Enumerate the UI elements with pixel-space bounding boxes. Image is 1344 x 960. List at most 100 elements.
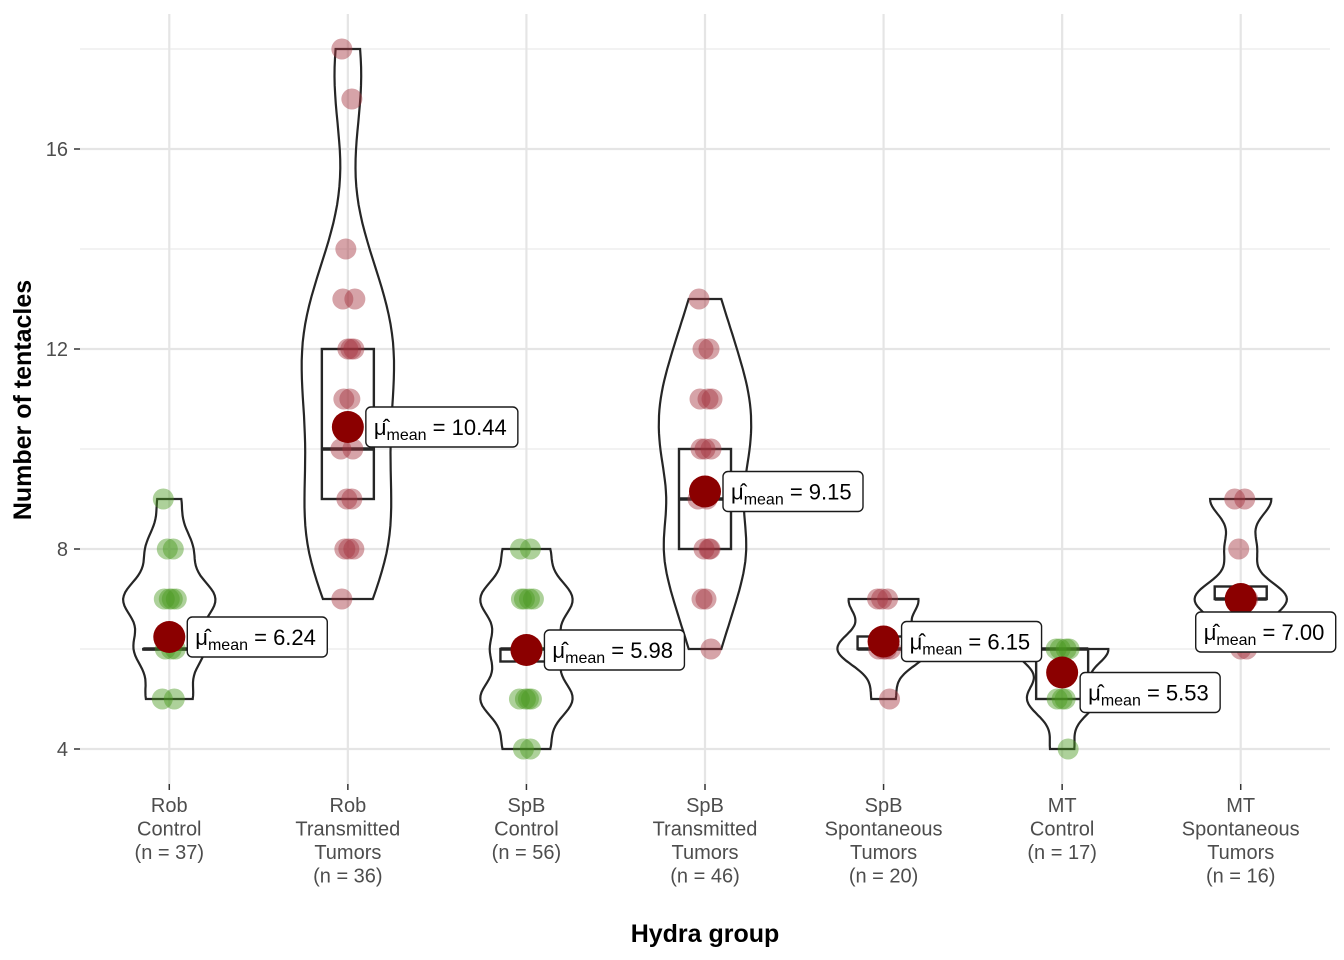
data-point (700, 638, 722, 660)
data-point (694, 438, 716, 460)
mean-label: μ̂mean = 10.44 (374, 415, 507, 444)
mean-label-box (900, 620, 1043, 663)
mean-point (689, 475, 721, 508)
data-point (156, 538, 178, 560)
violin-shape (479, 547, 574, 751)
data-point (343, 538, 365, 560)
mean-point (867, 625, 900, 658)
x-tick-label: SpB Transmitted Tumors (n = 46) (653, 795, 758, 888)
data-point (513, 588, 535, 610)
data-point (1228, 538, 1250, 560)
data-point (699, 538, 721, 560)
data-point (162, 538, 184, 560)
data-point (331, 588, 353, 610)
mean-label-box (186, 616, 328, 658)
x-tick-label: SpB Spontaneous Tumors (n = 20) (825, 795, 943, 888)
mean-label: μ̂mean = 6.15 (910, 630, 1031, 659)
data-point (690, 438, 712, 460)
data-point (158, 588, 180, 610)
data-point (340, 338, 362, 360)
data-point (698, 338, 720, 360)
data-point (1045, 638, 1067, 660)
data-point (1054, 688, 1076, 710)
data-point (517, 688, 539, 710)
data-point (698, 538, 720, 560)
data-point (1224, 488, 1246, 510)
data-point (344, 288, 366, 310)
data-point (512, 738, 534, 760)
mean-label: μ̂mean = 9.15 (731, 480, 852, 509)
data-point (1055, 638, 1077, 660)
data-point (153, 588, 175, 610)
data-point (337, 338, 359, 360)
mean-label-box (543, 629, 686, 671)
data-point (688, 288, 710, 310)
mean-point (1046, 656, 1079, 689)
data-point (1234, 488, 1256, 510)
data-point (332, 288, 354, 310)
data-point (700, 438, 722, 460)
x-tick-label: MT Spontaneous Tumors (n = 16) (1182, 795, 1300, 888)
y-tick-label: 12 (46, 339, 68, 361)
data-point (879, 688, 901, 710)
mean-point (153, 621, 186, 653)
data-point (333, 388, 355, 410)
data-point (335, 238, 357, 260)
data-point (514, 688, 536, 710)
mean-label-box (1079, 671, 1221, 714)
mean-label-box (365, 406, 519, 448)
violin-shape (657, 297, 753, 651)
axis-layer: 4 8 12 16 Rob Control (n = 37) Rob Transmitted Tu… (46, 139, 1300, 888)
data-point (701, 388, 723, 410)
data-point (342, 438, 364, 460)
data-point (341, 488, 363, 510)
mean-label: μ̂mean = 5.53 (1088, 681, 1209, 710)
data-point (693, 538, 715, 560)
mean-layer (153, 411, 1257, 689)
mean-label: μ̂mean = 6.24 (195, 625, 316, 654)
violin-shape (836, 597, 931, 701)
mean-point (331, 411, 364, 443)
x-tick-label: MT Control (n = 17) (1027, 795, 1096, 864)
x-tick-label: SpB Control (n = 56) (492, 795, 561, 864)
mean-label-box (722, 470, 864, 513)
mean-label-box (1195, 611, 1337, 653)
data-point (871, 588, 893, 610)
data-point (341, 88, 363, 110)
label-layer: μ̂mean = 6.24 μ̂mean = 10.44 μ̂mean = 5.98… (186, 406, 1337, 714)
mean-label: μ̂mean = 5.98 (552, 638, 673, 667)
data-point (331, 38, 353, 60)
y-axis-title: Number of tentacles (9, 280, 37, 520)
data-point (1057, 738, 1079, 760)
data-point (519, 538, 541, 560)
data-point (689, 388, 711, 410)
data-point (330, 438, 352, 460)
x-axis-title: Hydra group (631, 920, 780, 948)
data-point (163, 688, 185, 710)
mean-point (510, 634, 543, 666)
y-tick-label: 4 (57, 739, 68, 761)
data-point (165, 588, 187, 610)
data-point (519, 738, 541, 760)
data-point (508, 688, 530, 710)
data-point (161, 588, 183, 610)
data-point (338, 538, 360, 560)
mean-point (1224, 583, 1257, 615)
data-point (695, 588, 717, 610)
data-point (339, 388, 361, 410)
x-tick-label: Rob Control (n = 37) (135, 795, 204, 864)
data-point (1049, 638, 1071, 660)
data-point (152, 488, 174, 510)
data-point (522, 588, 544, 610)
data-point (1051, 688, 1073, 710)
data-point (867, 588, 889, 610)
mean-label: μ̂mean = 7.00 (1204, 620, 1325, 649)
data-point (520, 688, 542, 710)
data-point (518, 588, 540, 610)
data-point (151, 688, 173, 710)
violin-shape (1193, 497, 1289, 651)
data-point (1046, 688, 1068, 710)
data-point (343, 338, 365, 360)
data-point (691, 588, 713, 610)
